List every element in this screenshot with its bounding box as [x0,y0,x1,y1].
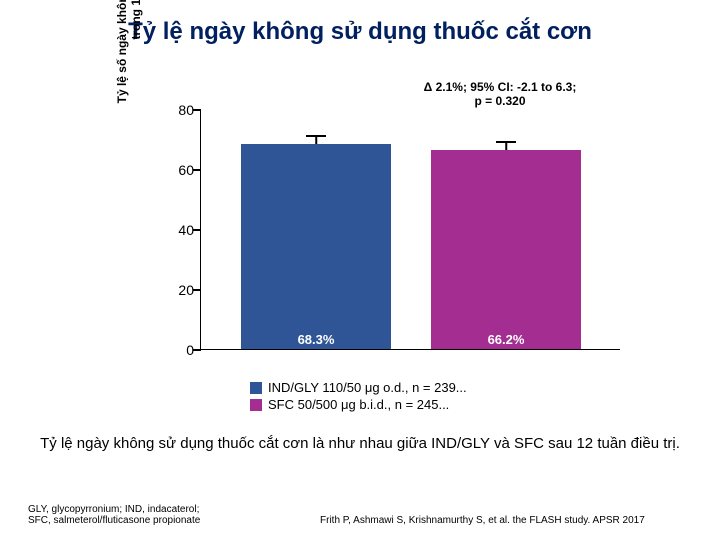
legend-item-0: IND/GLY 110/50 μg o.d., n = 239... [250,380,670,395]
footnote-abbrev-line2: SFC, salmeterol/fluticasone propionate [28,515,308,526]
y-tick-label: 40 [166,222,194,238]
legend: IND/GLY 110/50 μg o.d., n = 239... SFC 50… [250,380,670,414]
bar-1: 66.2% [431,150,581,349]
error-cap [496,141,516,143]
legend-swatch [250,382,262,394]
bar-value-label: 68.3% [241,332,391,347]
bar-value-label: 66.2% [431,332,581,347]
y-axis-label: Tỷ lệ số ngày không sử dụng thuốc cứu hộ… [115,0,143,110]
y-tick-label: 80 [166,102,194,118]
y-tick-label: 0 [166,342,194,358]
legend-swatch [250,399,262,411]
legend-label: SFC 50/500 μg b.i.d., n = 245... [268,397,449,412]
y-tick [193,169,201,171]
caption: Tỷ lệ ngày không sử dụng thuốc cắt cơn l… [0,435,720,452]
footnote-citation: Frith P, Ashmawi S, Krishnamurthy S, et … [320,515,700,526]
y-tick-label: 20 [166,282,194,298]
stat-annotation: Δ 2.1%; 95% CI: -2.1 to 6.3; p = 0.320 [350,80,650,108]
y-tick [193,109,201,111]
stat-line-1: Δ 2.1%; 95% CI: -2.1 to 6.3; [350,80,650,94]
footnote-abbrev: GLY, glycopyrronium; IND, indacaterol; S… [28,504,308,526]
y-tick-label: 60 [166,162,194,178]
bar-chart: 02040608068.3%66.2% [160,110,620,380]
slide-title: Tỷ lệ ngày không sử dụng thuốc cắt cơn [0,18,720,46]
bar-0: 68.3% [241,144,391,349]
footnote-abbrev-line1: GLY, glycopyrronium; IND, indacaterol; [28,504,308,515]
legend-item-1: SFC 50/500 μg b.i.d., n = 245... [250,397,670,412]
legend-label: IND/GLY 110/50 μg o.d., n = 239... [268,380,467,395]
stat-line-2: p = 0.320 [350,94,650,108]
y-tick [193,229,201,231]
y-tick [193,289,201,291]
y-tick [193,349,201,351]
error-cap [306,135,326,137]
plot-area: 02040608068.3%66.2% [200,110,620,350]
